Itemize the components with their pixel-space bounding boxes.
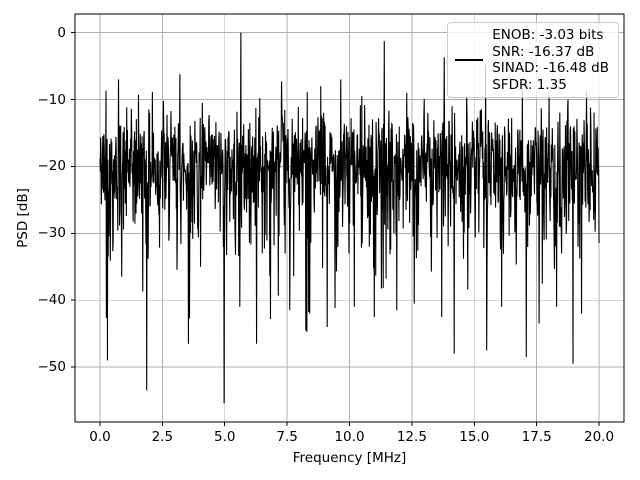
y-tick-label: −40 (37, 292, 67, 309)
legend-text-block: ENOB: -3.03 bits SNR: -16.37 dB SINAD: -… (492, 27, 609, 93)
y-tick-label: −20 (37, 158, 67, 175)
x-tick-label: 5.0 (213, 429, 236, 445)
y-tick-label: 0 (57, 24, 66, 41)
psd-series-line (99, 32, 600, 404)
legend-entry-enob: ENOB: -3.03 bits (492, 27, 604, 43)
x-tick-label: 20.0 (584, 429, 615, 445)
x-axis-label: Frequency [MHz] (292, 450, 407, 466)
legend-entry-sfdr: SFDR: 1.35 (492, 76, 567, 93)
x-tick-label: 2.5 (151, 429, 174, 445)
x-tick-label: 7.5 (276, 429, 298, 445)
x-tick-label: 0.0 (89, 429, 111, 445)
legend-line-sample-icon (455, 59, 484, 61)
y-axis-label: PSD [dB] (15, 188, 31, 248)
y-tick-label: −10 (37, 91, 67, 108)
legend-entry-snr: SNR: -16.37 dB (492, 43, 595, 60)
x-tick-label: 15.0 (459, 429, 490, 445)
x-tick-label: 17.5 (521, 429, 552, 445)
x-tick-label: 10.0 (334, 429, 365, 445)
y-tick-label: −50 (37, 359, 67, 376)
y-tick-label: −30 (37, 225, 67, 242)
x-tick-label: 12.5 (396, 429, 427, 445)
legend: ENOB: -3.03 bits SNR: -16.37 dB SINAD: -… (447, 22, 619, 98)
legend-entry-sinad: SINAD: -16.48 dB (492, 60, 609, 76)
